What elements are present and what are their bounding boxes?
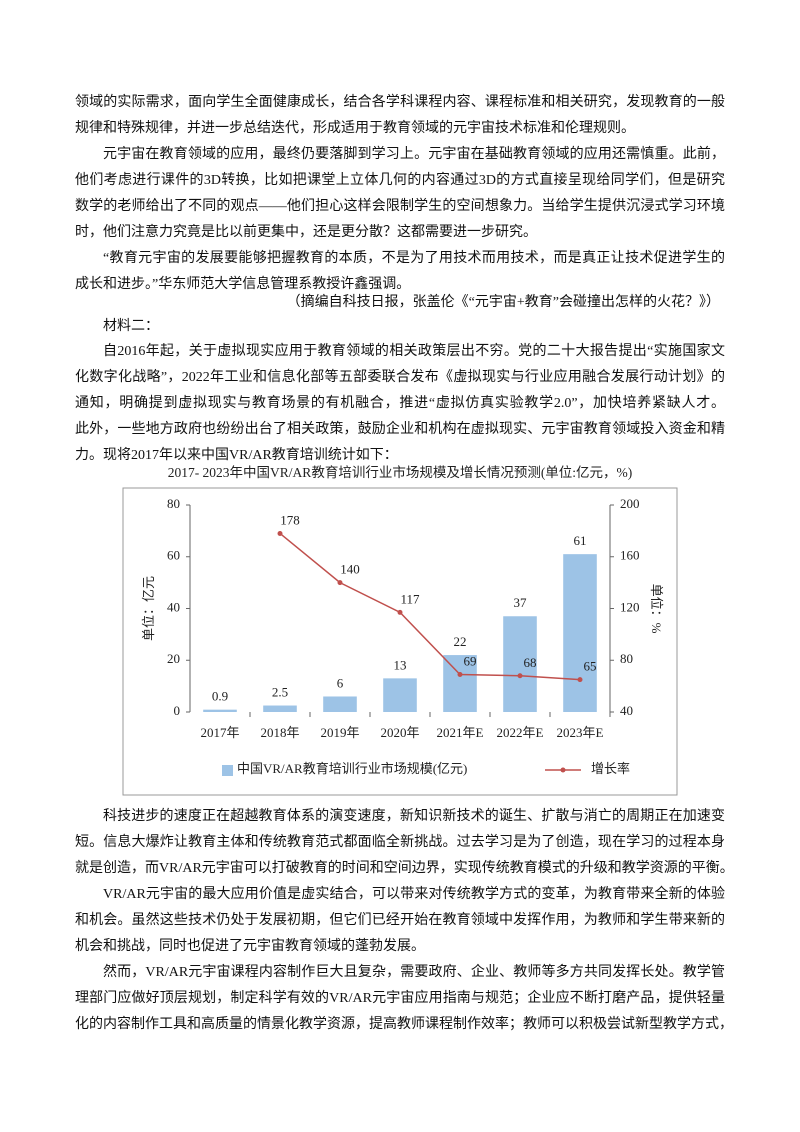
line-value-label: 178: [280, 512, 300, 527]
y2-tick-label: 120: [620, 599, 640, 614]
chart-title: 2017- 2023年中国VR/AR教育培训行业市场规模及增长情况预测(单位:亿…: [168, 464, 633, 480]
x-tick-label: 2018年: [260, 725, 299, 740]
line-point: [457, 671, 463, 677]
y2-tick-label: 200: [620, 496, 640, 511]
bar: [443, 655, 477, 712]
text-line: 时，他们注意力究竟是比以前更集中，还是更分散？这都需要进一步研究。: [75, 225, 537, 240]
material-paragraph: 自2016年起，关于虚拟现实应用于教育领域的相关政策层出不穷。党的二十大报告提出…: [75, 339, 725, 469]
text-line: 元宇宙在教育领域的应用，最终仍要落脚到学习上。元宇宙在基础教育领域的应用还需慎重…: [103, 147, 725, 162]
bar: [323, 696, 357, 712]
text-line: 和机会。虽然这些技术仍处于发展初期，但它们已经开始在教育领域中发挥作用，为教师和…: [75, 913, 725, 928]
x-tick-label: 2022年E: [497, 725, 544, 740]
text-line: “教育元宇宙的发展要能够把握教育的本质，不是为了用技术而用技术，而是真正让技术促…: [103, 251, 725, 266]
bar: [263, 705, 297, 712]
y2-tick-label: 160: [620, 548, 640, 563]
y-tick-label: 20: [167, 651, 180, 666]
line-value-label: 140: [340, 562, 360, 577]
y-tick-label: 0: [174, 703, 181, 718]
bar-value-label: 6: [337, 675, 344, 690]
line-point: [277, 530, 283, 536]
text-line: 科技进步的速度正在超越教育体系的演变速度，新知识新技术的诞生、扩散与消亡的周期正…: [103, 809, 725, 824]
bar-value-label: 37: [514, 595, 528, 610]
legend-label: 中国VR/AR教育培训行业市场规模(亿元): [237, 761, 467, 776]
bar-value-label: 0.9: [212, 689, 228, 704]
text-line: VR/AR元宇宙的最大应用价值是虚实结合，可以带来对传统教学方式的变革，为教育带…: [103, 887, 725, 902]
y2-tick-label: 80: [620, 651, 633, 666]
chart: 2017- 2023年中国VR/AR教育培训行业市场规模及增长情况预测(单位:亿…: [122, 464, 678, 796]
line-value-label: 69: [464, 653, 477, 668]
text-line: 就是创造，而VR/AR元宇宙可以打破教育的时间和空间边界，实现传统教育模式的升级…: [75, 861, 734, 876]
line-point: [397, 609, 403, 615]
text-line: 理部门应做好顶层规划，制定科学有效的VR/AR元宇宙应用指南与规范；企业应不断打…: [75, 991, 725, 1006]
text-line: 力。现将2017年以来中国VR/AR教育培训统计如下：: [75, 448, 398, 463]
line: [279, 532, 581, 681]
material-label: 材料二：: [103, 319, 159, 334]
x-tick-label: 2017年: [200, 725, 239, 740]
text-line: 化的内容制作工具和高质量的情景化教学资源，提高教师课程制作效率；教师可以积极尝试…: [75, 1017, 733, 1032]
bar: [203, 709, 237, 712]
text-line: 数学的老师给出了不同的观点——他们担心这样会限制学生的空间想象力。当给学生提供沉…: [75, 199, 725, 214]
legend-swatch: [560, 767, 566, 773]
chart-frame: [122, 487, 678, 796]
text-line: 通知，明确提到虚拟现实与教育场景的有机融合，推进“虚拟仿真实验教学2.0”，加快…: [75, 396, 725, 411]
text-line: 自2016年起，关于虚拟现实应用于教育领域的相关政策层出不穷。党的二十大报告提出…: [103, 344, 725, 359]
bar: [383, 678, 417, 712]
x-tick-label: 2023年E: [557, 725, 604, 740]
line-point: [577, 677, 583, 683]
y2-axis-label: 单位：%: [649, 584, 664, 634]
y-tick-label: 40: [167, 599, 180, 614]
line-point: [517, 673, 523, 679]
x-tick-label: 2019年: [320, 725, 359, 740]
line-point: [337, 580, 343, 586]
legend-swatch: [222, 765, 233, 776]
x-tick-label: 2021年E: [437, 725, 484, 740]
bar: [563, 554, 597, 712]
text-line: 机会和挑战，同时也促进了元宇宙教育领域的蓬勃发展。: [75, 939, 425, 954]
bar: [503, 616, 537, 712]
legend-label: 增长率: [591, 761, 630, 776]
text-line: 成长和进步。”华东师范大学信息管理系教授许鑫强调。: [75, 277, 411, 292]
bar-value-label: 61: [574, 533, 587, 548]
bar-value-label: 2.5: [272, 685, 288, 700]
text-line: 化数字化战略”，2022年工业和信息化部等五部委联合发布《虚拟现实与行业应用融合…: [75, 370, 725, 385]
text-line: 此外，一些地方政府也纷纷出台了相关政策，鼓励企业和机构在虚拟现实、元宇宙教育领域…: [75, 422, 725, 437]
y-tick-label: 80: [167, 496, 180, 511]
text-line: 短。信息大爆炸让教育主体和传统教育范式都面临全新挑战。过去学习是为了创造，现在学…: [75, 835, 725, 850]
line-value-label: 117: [400, 591, 420, 606]
y2-tick-label: 40: [620, 703, 633, 718]
x-tick-label: 2020年: [380, 725, 419, 740]
text-before: 领域的实际需求，面向学生全面健康成长，结合各学科课程内容、课程标准和相关研究，发…: [75, 90, 725, 298]
text-line: 然而，VR/AR元宇宙课程内容制作巨大且复杂，需要政府、企业、教师等多方共同发挥…: [103, 965, 725, 980]
bar-value-label: 13: [394, 657, 407, 672]
bar-value-label: 22: [454, 634, 467, 649]
text-line: 规律和特殊规律，并进一步总结迭代，形成适用于教育领域的元宇宙技术标准和伦理规则。: [75, 121, 635, 136]
y-tick-label: 60: [167, 548, 180, 563]
text-line: 他们考虑进行课件的3D转换，比如把课堂上立体几何的内容通过3D的方式直接呈现给同…: [75, 173, 725, 188]
text-after: 科技进步的速度正在超越教育体系的演变速度，新知识新技术的诞生、扩散与消亡的周期正…: [75, 804, 734, 1038]
line-value-label: 68: [524, 655, 537, 670]
text-line: 领域的实际需求，面向学生全面健康成长，结合各学科课程内容、课程标准和相关研究，发…: [75, 95, 725, 110]
citation: （摘编自科技日报，张盖伦《“元宇宙+教育”会碰撞出怎样的火花？》）: [286, 295, 720, 310]
y-axis-label: 单位：亿元: [141, 576, 156, 641]
line-value-label: 65: [584, 659, 597, 674]
